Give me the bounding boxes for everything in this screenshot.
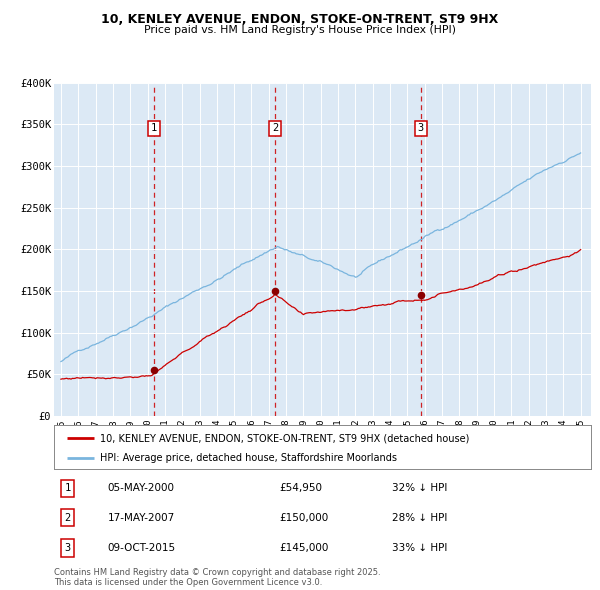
Text: 2: 2 bbox=[272, 123, 278, 133]
Text: £54,950: £54,950 bbox=[280, 483, 323, 493]
Text: 3: 3 bbox=[64, 543, 71, 553]
Text: 1: 1 bbox=[64, 483, 71, 493]
Text: 33% ↓ HPI: 33% ↓ HPI bbox=[392, 543, 448, 553]
Text: 2: 2 bbox=[64, 513, 71, 523]
Text: 05-MAY-2000: 05-MAY-2000 bbox=[108, 483, 175, 493]
Text: Contains HM Land Registry data © Crown copyright and database right 2025.
This d: Contains HM Land Registry data © Crown c… bbox=[54, 568, 380, 587]
Text: 1: 1 bbox=[151, 123, 157, 133]
Text: 32% ↓ HPI: 32% ↓ HPI bbox=[392, 483, 448, 493]
Text: 3: 3 bbox=[418, 123, 424, 133]
Text: 28% ↓ HPI: 28% ↓ HPI bbox=[392, 513, 448, 523]
Text: Price paid vs. HM Land Registry's House Price Index (HPI): Price paid vs. HM Land Registry's House … bbox=[144, 25, 456, 35]
Text: £145,000: £145,000 bbox=[280, 543, 329, 553]
Text: 17-MAY-2007: 17-MAY-2007 bbox=[108, 513, 175, 523]
Text: 10, KENLEY AVENUE, ENDON, STOKE-ON-TRENT, ST9 9HX: 10, KENLEY AVENUE, ENDON, STOKE-ON-TRENT… bbox=[101, 13, 499, 26]
Text: 10, KENLEY AVENUE, ENDON, STOKE-ON-TRENT, ST9 9HX (detached house): 10, KENLEY AVENUE, ENDON, STOKE-ON-TRENT… bbox=[100, 433, 469, 443]
Text: 09-OCT-2015: 09-OCT-2015 bbox=[108, 543, 176, 553]
Text: HPI: Average price, detached house, Staffordshire Moorlands: HPI: Average price, detached house, Staf… bbox=[100, 453, 397, 463]
Text: £150,000: £150,000 bbox=[280, 513, 329, 523]
